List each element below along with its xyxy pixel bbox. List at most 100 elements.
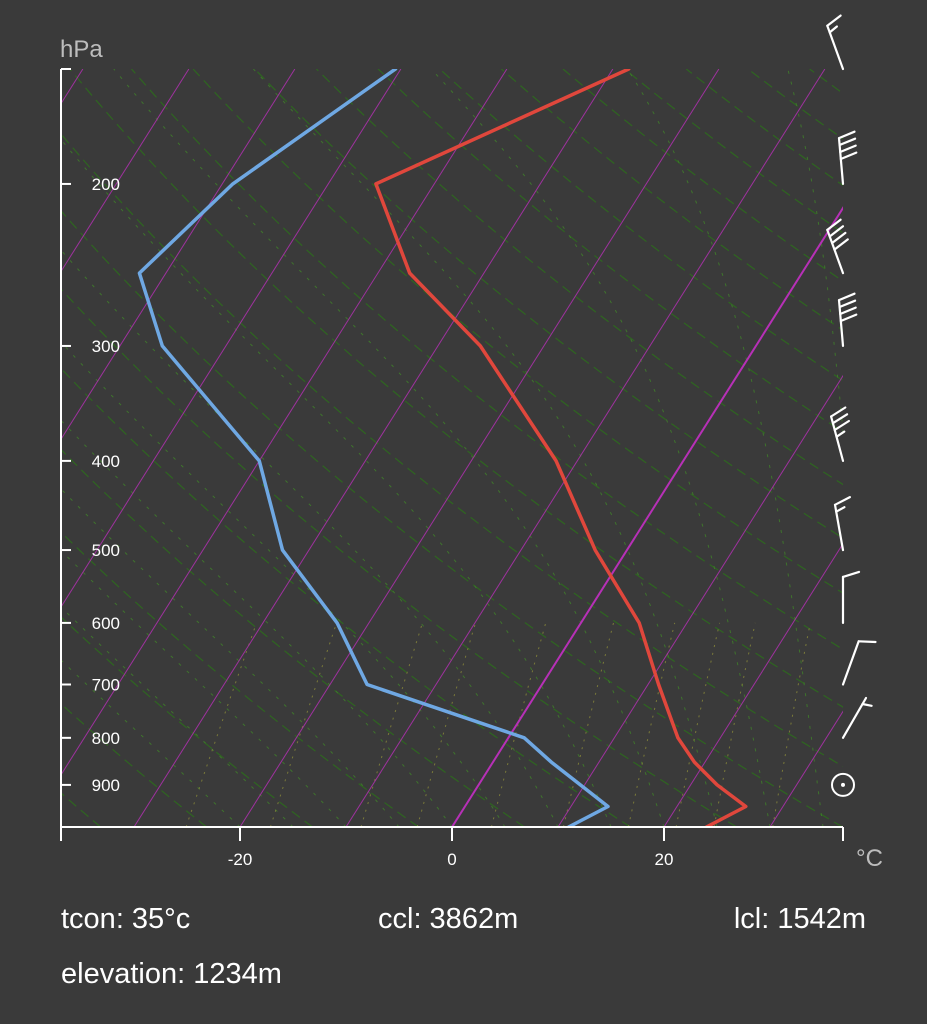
wind-barb-staff — [841, 640, 860, 686]
dry-adiabat-line — [131, 69, 843, 651]
moist-adiabat-line — [61, 659, 241, 827]
dry-adiabat-line — [192, 69, 843, 594]
dry-adiabat-line — [254, 69, 843, 539]
wind-barb-feather — [839, 306, 857, 316]
dry-adiabat-line — [61, 703, 207, 827]
wind-barb-feather — [839, 144, 857, 154]
mixing-ratio-line — [562, 622, 614, 827]
calm-wind-circle — [831, 772, 855, 797]
y-tick-label: 400 — [92, 452, 120, 471]
dry-adiabat-line — [809, 69, 843, 95]
wind-barb-feather — [828, 225, 845, 238]
wind-barb — [837, 292, 858, 347]
wind-barb-feather — [830, 406, 847, 418]
x-tick-label: 0 — [447, 850, 456, 869]
moist-adiabat-line — [61, 138, 612, 827]
x-axis-unit-label: °C — [856, 845, 883, 872]
dry-adiabat-line — [562, 69, 843, 282]
mixing-ratio-line — [269, 622, 338, 827]
x-tick-label: -20 — [228, 850, 253, 869]
isotherm-line — [61, 69, 402, 608]
dry-adiabat-line — [747, 69, 843, 140]
background-grid — [61, 69, 927, 827]
wind-barb-feather — [838, 299, 857, 309]
wind-barb — [833, 495, 852, 552]
x-tick-label: 20 — [655, 850, 674, 869]
wind-barb-feather — [833, 238, 849, 251]
calm-wind-dot — [841, 782, 845, 787]
mixing-ratio-line — [416, 622, 476, 827]
wind-barb-half-feather — [828, 25, 839, 34]
isotherm-line — [61, 69, 84, 105]
dewpoint-profile-line — [137, 69, 610, 827]
wind-barb-feather — [837, 130, 856, 140]
moist-adiabat-line — [61, 419, 453, 827]
mixing-ratio-line — [490, 622, 547, 827]
wind-barb-feather — [826, 14, 842, 27]
y-axis-unit-label: hPa — [60, 36, 103, 63]
dry-adiabat-line — [685, 69, 843, 187]
moist-adiabat-line — [430, 69, 771, 827]
moist-adiabat-line — [61, 488, 400, 827]
axes: 200 300 400 500 600 700 800 900 -20 0 20 — [60, 68, 844, 869]
wind-barb — [826, 14, 845, 71]
y-tick-label: 200 — [92, 175, 120, 194]
isotherm-line — [345, 69, 826, 827]
isotherm-line — [61, 69, 296, 441]
dry-adiabat-line — [61, 792, 101, 827]
mixing-ratio-line — [185, 622, 257, 827]
mixing-ratio-line — [772, 622, 811, 827]
dry-adiabat-line — [61, 288, 737, 827]
y-tick-label: 300 — [92, 337, 120, 356]
wind-barb-feather — [838, 137, 857, 147]
dry-adiabat-line — [871, 69, 927, 827]
y-tick-label: 900 — [92, 776, 120, 795]
moist-adiabat-line — [61, 341, 506, 827]
freezing-isotherm-line — [451, 206, 843, 827]
wind-barb — [837, 130, 858, 185]
isotherm-line — [876, 69, 927, 827]
isotherm-line — [133, 69, 614, 827]
wind-barb-feather — [833, 419, 851, 432]
moist-adiabat-line — [787, 69, 843, 438]
wind-barb — [826, 218, 849, 275]
moist-adiabat-line — [61, 249, 559, 827]
dry-adiabat-line — [61, 531, 419, 827]
wind-barb-feather — [839, 313, 858, 323]
wind-barb-feather — [833, 495, 852, 506]
wind-barb-feather — [837, 292, 856, 302]
dry-adiabat-line — [377, 69, 843, 433]
temperature-profile-line — [374, 69, 748, 827]
wind-barb-half-feather — [835, 430, 846, 438]
isotherm-line — [557, 374, 843, 827]
dry-adiabat-line — [61, 616, 313, 827]
wind-barb-feather — [831, 231, 847, 245]
wind-barbs — [826, 14, 877, 797]
y-tick-label: 500 — [92, 541, 120, 560]
wind-barb-feather — [826, 218, 842, 232]
wind-barb — [830, 406, 851, 462]
wind-barb-feather — [839, 151, 858, 161]
isotherm-line — [61, 69, 190, 273]
wind-barb — [841, 640, 877, 686]
y-tick-label: 700 — [92, 675, 120, 694]
mixing-ratio-line — [360, 622, 423, 827]
isotherm-line — [239, 69, 720, 827]
dry-adiabat-line — [69, 69, 843, 708]
dry-adiabat-line — [501, 69, 843, 332]
mixing-ratio-line — [675, 622, 721, 827]
dry-adiabat-line — [439, 69, 843, 382]
wind-barb-feather — [857, 640, 877, 644]
dry-adiabat-line — [315, 69, 843, 486]
wind-barb — [841, 696, 873, 739]
moist-adiabat-line — [113, 69, 665, 827]
wind-barb — [841, 570, 861, 625]
y-tick-label: 800 — [92, 729, 120, 748]
isotherm-line — [61, 69, 508, 776]
dry-adiabat-line — [61, 133, 843, 768]
sounding-profiles — [137, 69, 748, 827]
dry-adiabat-line — [61, 209, 843, 827]
isotherm-line — [663, 542, 843, 827]
dry-adiabat-line — [61, 448, 525, 827]
